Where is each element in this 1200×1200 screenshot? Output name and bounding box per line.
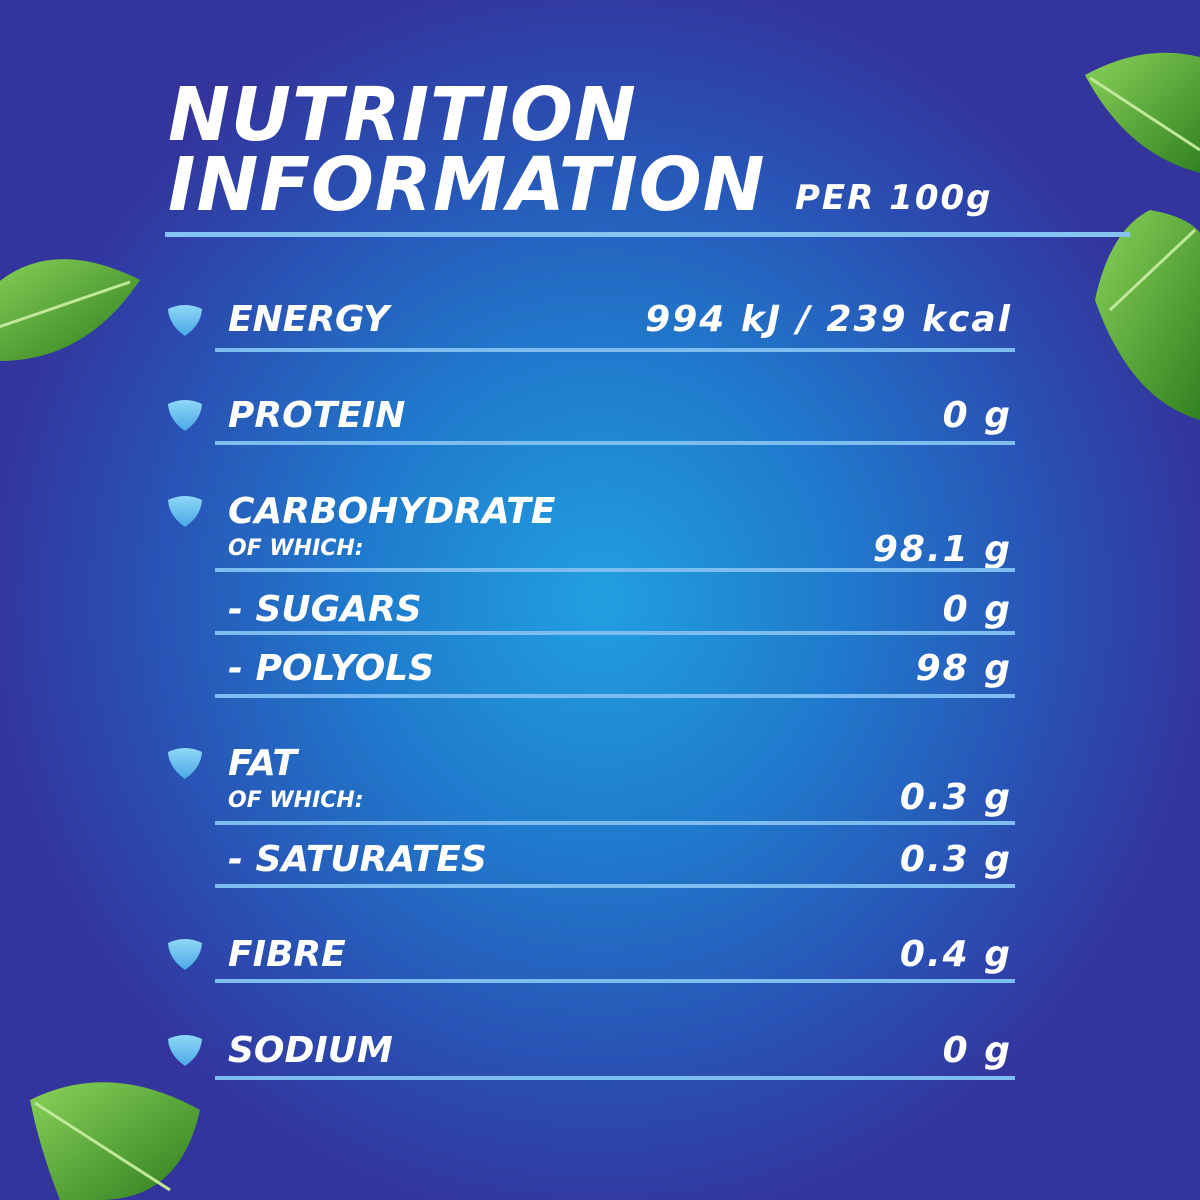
nutrient-value: 0 g xyxy=(942,395,1012,436)
nutrient-value: 0 g xyxy=(942,1030,1012,1071)
row-divider xyxy=(215,1076,1015,1080)
per-100g-label: PER 100g xyxy=(795,178,993,218)
nutrient-label: CARBOHYDRATE xyxy=(228,491,556,532)
of-which-label: OF WHICH: xyxy=(228,536,364,561)
nutrient-label: SODIUM xyxy=(228,1030,393,1071)
nutrient-label: FIBRE xyxy=(228,934,346,975)
shield-icon xyxy=(168,400,202,431)
nutrient-value: 994 kJ / 239 kcal xyxy=(645,299,1012,340)
shield-icon xyxy=(168,748,202,779)
header-divider xyxy=(165,232,1130,237)
nutrient-value: 98.1 g xyxy=(872,529,1012,570)
mint-leaf-icon xyxy=(1085,52,1200,173)
shield-icon xyxy=(168,305,202,336)
row-divider xyxy=(215,979,1015,983)
title-line-1: NUTRITION xyxy=(168,72,637,158)
row-divider xyxy=(215,348,1015,352)
shield-icon xyxy=(168,496,202,527)
nutrient-label: - POLYOLS xyxy=(228,648,435,689)
mint-leaf-icon xyxy=(30,1082,200,1200)
mint-leaf-icon xyxy=(0,259,140,361)
row-divider xyxy=(215,694,1015,698)
nutrient-value: 98 g xyxy=(915,648,1012,689)
nutrient-label: - SUGARS xyxy=(228,589,422,630)
nutrient-label: ENERGY xyxy=(228,299,390,340)
nutrient-label: PROTEIN xyxy=(228,395,406,436)
nutrient-label: FAT xyxy=(228,743,297,784)
row-divider xyxy=(215,884,1015,888)
nutrient-value: 0 g xyxy=(942,589,1012,630)
row-divider xyxy=(215,568,1015,572)
title-line-2: INFORMATION xyxy=(168,142,766,228)
nutrient-label: - SATURATES xyxy=(228,839,487,880)
row-divider xyxy=(215,631,1015,635)
nutrient-value: 0.3 g xyxy=(899,839,1012,880)
row-divider xyxy=(215,441,1015,445)
mint-leaf-icon xyxy=(1095,210,1200,420)
nutrient-value: 0.3 g xyxy=(899,777,1012,818)
of-which-label: OF WHICH: xyxy=(228,788,364,813)
row-divider xyxy=(215,821,1015,825)
shield-icon xyxy=(168,939,202,970)
shield-icon xyxy=(168,1035,202,1066)
nutrient-value: 0.4 g xyxy=(899,934,1012,975)
